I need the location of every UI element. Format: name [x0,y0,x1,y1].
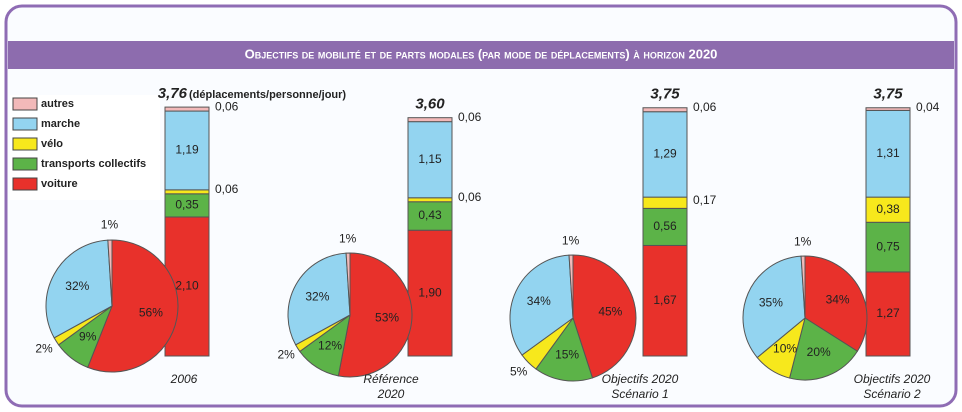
pie-label: 12% [318,339,342,353]
pie-label: 2% [277,348,295,362]
bar-label: 0,06 [458,110,482,124]
caption: Référence [363,372,419,386]
pie-slice [535,316,594,382]
pie-label: 20% [807,345,831,359]
total-label: 3,60 [415,96,445,113]
bar-segment [407,121,453,199]
total-label: 3,75 [873,86,903,103]
bar-label: 1,90 [418,285,442,299]
caption: Objectifs 2020 [854,372,931,386]
pie-label: 32% [305,289,329,303]
legend-label: voiture [41,178,78,190]
pie-slice [800,255,806,319]
bar-label: 1,19 [175,143,199,157]
bar-segment [642,207,688,246]
pie-label: 35% [759,295,783,309]
pie-slice [45,239,113,339]
bar-segment [642,111,688,198]
bar-label: 0,75 [876,239,900,253]
pie-slice [337,252,413,378]
bar-segment [407,117,453,123]
pie-label: 2% [35,341,53,355]
pie-slice [345,252,351,316]
legend-label: transports collectifs [41,158,146,170]
bar-label: 0,04 [916,100,940,114]
pie-label: 45% [598,304,622,318]
total-label: 3,75 [650,86,680,103]
bar-label: 0,38 [876,202,900,216]
pie-label: 1% [794,235,812,249]
legend-label: vélo [41,138,63,150]
caption: Scénario 2 [863,387,921,401]
pie-label: 15% [555,348,579,362]
pie-slice [788,317,859,381]
bar-label: 0,17 [693,193,717,207]
title-band [8,41,954,69]
bar-label: 1,31 [876,146,900,160]
legend-label: marche [41,118,80,130]
bar-segment [865,221,911,273]
bar-label: 1,27 [876,306,900,320]
pie-slice [107,239,113,307]
bar-segment [865,196,911,223]
pie-label: 32% [65,279,89,293]
caption: 2020 [377,387,405,401]
caption: Objectifs 2020 [602,372,679,386]
bar-segment [164,106,210,112]
bar-segment [642,107,688,113]
pie-slice [568,254,574,319]
pie-label: 56% [139,306,163,320]
legend-swatch [12,157,38,171]
pie-slice [572,254,637,379]
pie-label: 10% [773,342,797,356]
pie-label: 53% [375,311,399,325]
bar-segment [642,244,688,357]
bar-segment [407,201,453,231]
bar-label: 1,67 [653,293,677,307]
legend-label: autres [41,98,74,110]
bar-label: 0,43 [418,208,442,222]
pie-label: 9% [79,329,97,343]
legend-swatch [12,97,38,111]
pie-label: 1% [101,218,119,232]
pie-label: 34% [527,294,551,308]
total-label: 3,76 [158,85,188,102]
bar-label: 0,06 [215,182,239,196]
legend-swatch [12,137,38,151]
unit-label: (déplacements/personne/jour) [189,89,346,101]
bar-segment [407,197,453,203]
bar-segment [642,196,688,209]
pie-label: 1% [339,232,357,246]
bar-label: 0,06 [458,190,482,204]
bar-label: 0,06 [693,100,717,114]
pie-label: 1% [562,233,580,247]
legend-swatch [12,177,38,191]
bar-label: 1,29 [653,147,677,161]
caption: 2006 [170,372,198,386]
bar-segment [865,271,911,357]
pie-slice [509,254,574,356]
pie-slice [287,252,351,346]
legend-swatch [12,117,38,131]
bar-label: 2,10 [175,279,199,293]
caption: Scénario 1 [611,387,668,401]
bar-segment [865,107,911,111]
bar-label: 1,15 [418,152,442,166]
frame [4,4,958,408]
pie-label: 5% [510,365,528,379]
pie-slice [742,255,806,359]
pie-slice [87,239,179,373]
bar-label: 0,56 [653,219,677,233]
title: Objectifs de mobilité et de parts modale… [245,46,718,61]
bar-segment [407,229,453,357]
bar-segment [164,189,210,195]
pie-label: 34% [826,292,850,306]
bar-label: 0,06 [215,99,239,113]
bar-label: 0,35 [175,198,199,212]
